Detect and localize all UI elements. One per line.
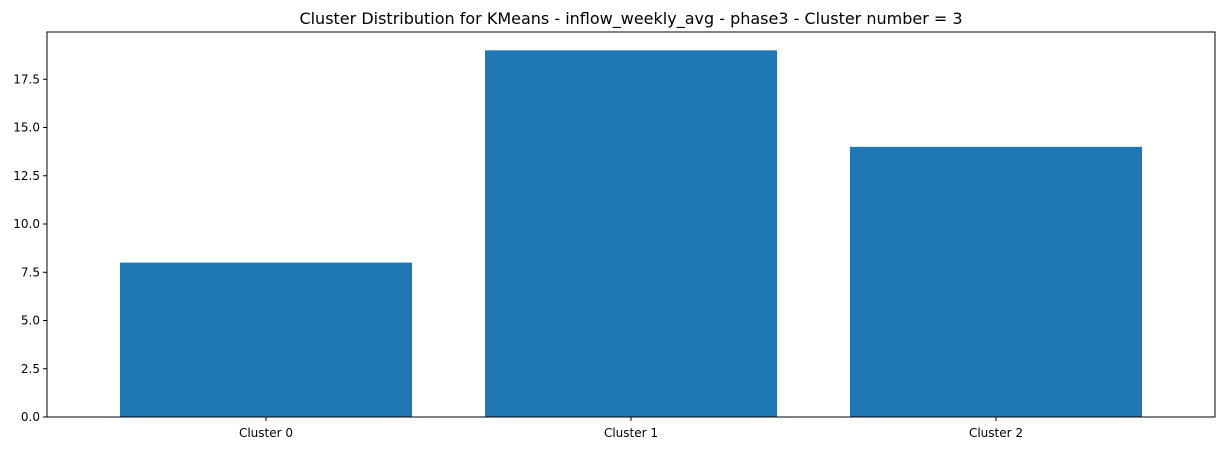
bar-cluster-2 bbox=[850, 146, 1142, 417]
y-tick-label: 0.0 bbox=[21, 410, 40, 424]
y-tick-label: 2.5 bbox=[21, 362, 40, 376]
chart-title: Cluster Distribution for KMeans - inflow… bbox=[299, 9, 962, 29]
y-tick-label: 15.0 bbox=[13, 121, 40, 135]
bars-group bbox=[120, 50, 1142, 417]
y-axis: 0.0 2.5 5.0 7.5 10.0 12.5 15.0 17.5 bbox=[13, 72, 47, 424]
y-tick-label: 5.0 bbox=[21, 314, 40, 328]
y-tick-label: 7.5 bbox=[21, 265, 40, 279]
plot-frame bbox=[46, 31, 1216, 418]
y-tick-label: 10.0 bbox=[13, 217, 40, 231]
x-axis: Cluster 0 Cluster 1 Cluster 2 bbox=[239, 417, 1023, 440]
bar-cluster-1 bbox=[485, 50, 777, 417]
x-tick-label: Cluster 2 bbox=[969, 426, 1023, 440]
y-tick-label: 12.5 bbox=[13, 169, 40, 183]
bar-cluster-0 bbox=[120, 262, 412, 417]
x-tick-label: Cluster 1 bbox=[604, 426, 658, 440]
x-tick-label: Cluster 0 bbox=[239, 426, 293, 440]
y-tick-label: 17.5 bbox=[13, 72, 40, 86]
